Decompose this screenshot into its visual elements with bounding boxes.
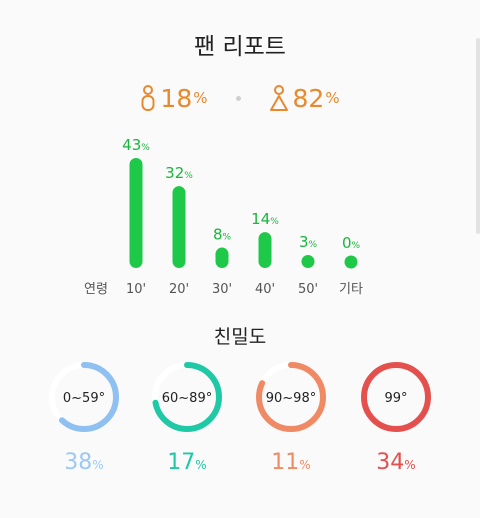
affinity-percent-label: 17% (167, 450, 206, 475)
donut-arc (361, 362, 431, 432)
scrollbar[interactable] (476, 38, 480, 234)
male-percent-unit: % (193, 89, 208, 107)
separator-dot (235, 95, 241, 101)
affinity-range-label: 90~98° (266, 391, 316, 406)
affinity-range-label: 0~59° (63, 391, 105, 406)
affinity-donut: 0~59° 38% (49, 362, 119, 475)
age-bar (215, 247, 229, 268)
affinity-title: 친밀도 (213, 326, 267, 348)
page-title: 팬 리포트 (194, 34, 286, 60)
donut-arc (49, 362, 119, 432)
female-percent-value: 82 (292, 83, 325, 113)
age-tick-label: 기타 (339, 282, 363, 297)
age-bar-value-label: 32% (165, 164, 193, 182)
affinity-percent-label: 11% (271, 450, 310, 475)
female-person-icon (269, 85, 288, 111)
affinity-donut-charts: 0~59° 38% 60~89° 17% 90~98° 11% 99° 34% (49, 362, 431, 475)
age-tick-label: 20' (169, 282, 189, 297)
affinity-range-label: 60~89° (162, 391, 212, 406)
affinity-percent-label: 38% (64, 450, 103, 475)
age-bar-value-label: 43% (122, 136, 150, 154)
age-bar (172, 186, 186, 268)
affinity-percent-label: 34% (376, 450, 415, 475)
age-bar (301, 255, 315, 268)
age-bar (344, 255, 358, 269)
donut-arc (152, 362, 222, 432)
affinity-range-label: 99° (384, 391, 407, 406)
affinity-donut: 60~89° 17% (152, 362, 222, 475)
male-percent-value: 18 (160, 83, 193, 113)
age-bar (129, 158, 143, 268)
age-bar-chart: 연령 43% 10' 32% 20' 8% 30' 14% 40' 3% 50' 0% 기타 (84, 136, 363, 297)
affinity-donut: 99° 34% (361, 362, 431, 475)
male-person-icon (141, 85, 155, 111)
age-tick-label: 30' (212, 282, 232, 297)
gender-ratio: 18% 82% (0, 78, 480, 118)
age-tick-label: 10' (126, 282, 146, 297)
age-tick-label: 50' (298, 282, 318, 297)
female-ratio: 82% (269, 84, 340, 113)
female-percent-unit: % (325, 89, 340, 107)
male-ratio: 18% (140, 83, 208, 113)
age-bar-value-label: 0% (342, 234, 361, 252)
age-bar (258, 232, 272, 268)
age-tick-label: 40' (255, 282, 275, 297)
age-axis-label: 연령 (84, 282, 108, 297)
donut-arc (256, 362, 326, 432)
age-bar-value-label: 8% (213, 226, 232, 244)
age-bar-value-label: 3% (299, 233, 318, 251)
affinity-donut: 90~98° 11% (256, 362, 326, 475)
age-bar-value-label: 14% (251, 210, 279, 228)
